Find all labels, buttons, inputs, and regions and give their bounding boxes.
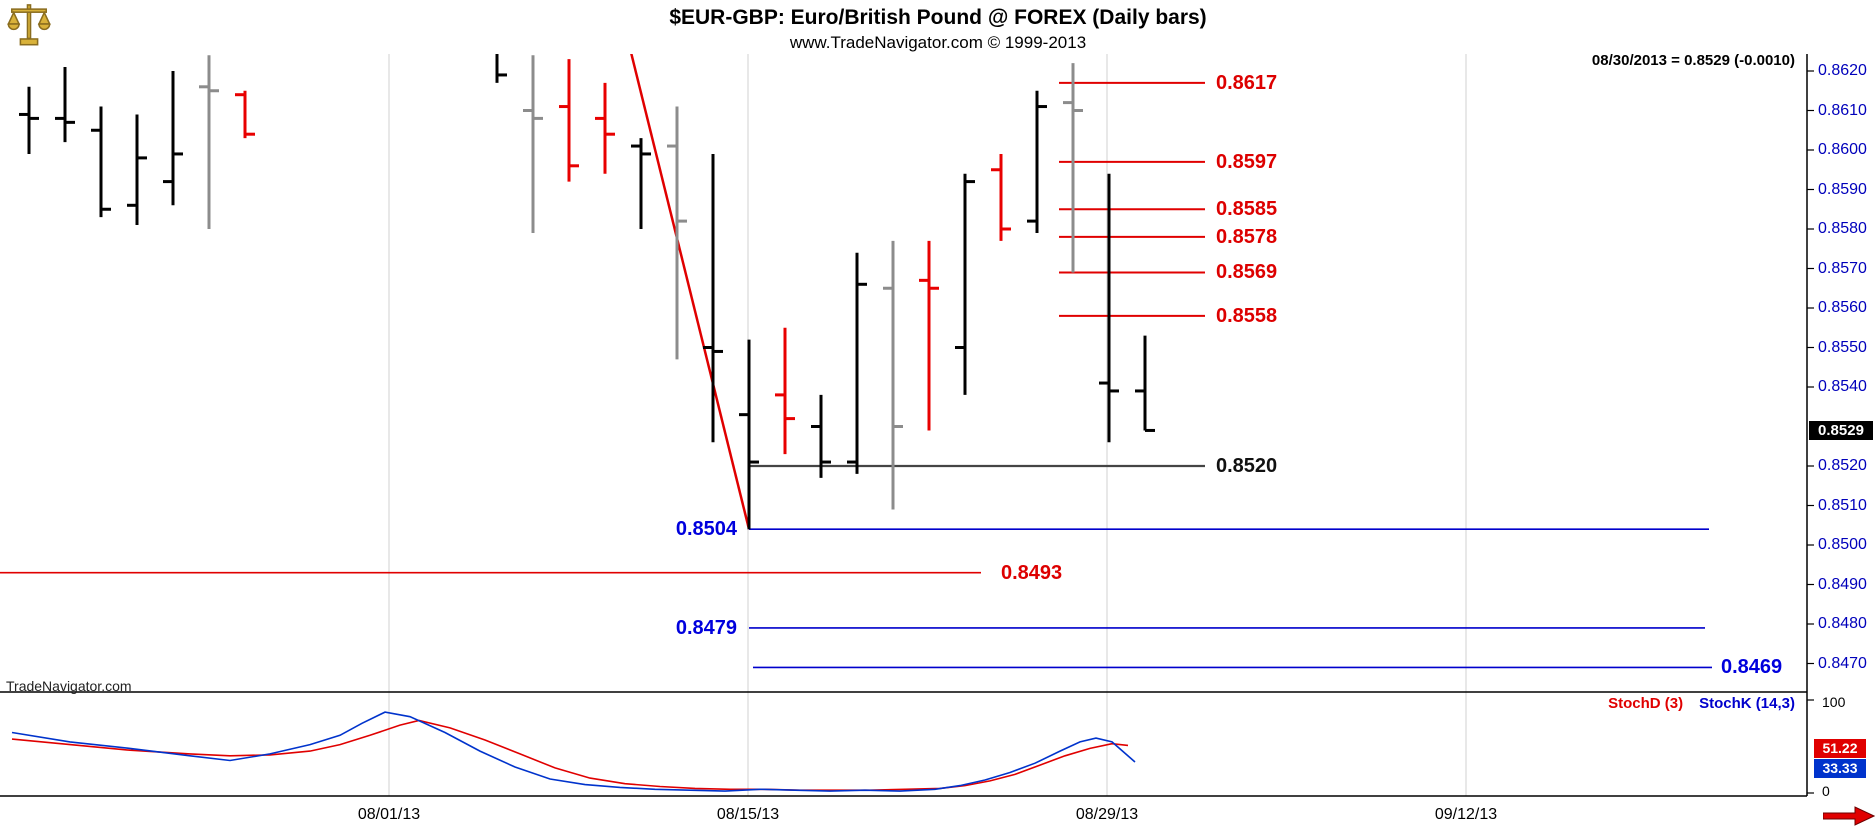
- watermark-text: TradeNavigator.com: [6, 678, 132, 694]
- stochd-line: [11, 719, 1129, 792]
- stoch-scale-100-label: 100: [1822, 694, 1846, 710]
- stochd-value-badge: 51.22: [1814, 739, 1866, 758]
- stochd-legend-label: StochD (3): [1608, 695, 1684, 712]
- scroll-right-arrow-icon[interactable]: [1822, 806, 1876, 828]
- stochk-legend-label: StochK (14,3): [1699, 695, 1795, 712]
- stochk-value-badge: 33.33: [1814, 759, 1866, 778]
- chart-title: $EUR-GBP: Euro/British Pound @ FOREX (Da…: [669, 6, 1207, 29]
- stoch-scale-0-label: 0: [1822, 783, 1830, 799]
- current-price-badge: 0.8529: [1809, 421, 1873, 440]
- chart-subtitle: www.TradeNavigator.com © 1999-2013: [789, 33, 1087, 52]
- stochk-line: [11, 711, 1136, 792]
- ohlc-bars: [19, 54, 1155, 530]
- stochastics-legend: StochD (3) StochK (14,3): [1608, 695, 1795, 712]
- trendline: [630, 54, 751, 530]
- trade-navigator-logo-scales-icon: [6, 3, 52, 49]
- last-quote-readout: 08/30/2013 = 0.8529 (-0.0010): [1591, 52, 1795, 69]
